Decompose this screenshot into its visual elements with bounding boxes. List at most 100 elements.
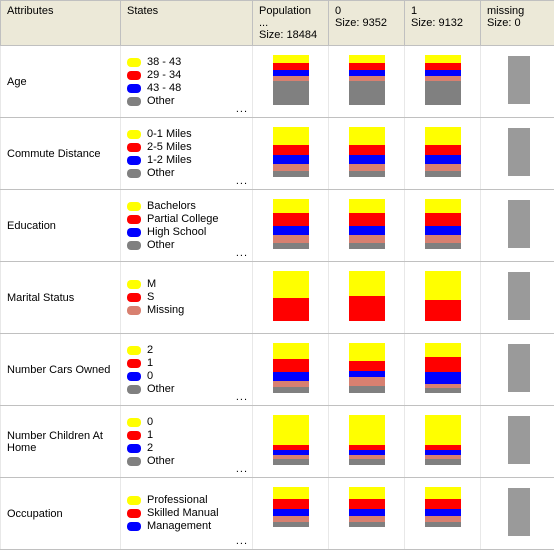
stacked-bar xyxy=(349,199,385,249)
distribution-cell[interactable] xyxy=(405,118,481,190)
header-missing[interactable]: missing Size: 0 xyxy=(481,1,554,46)
attribute-cell[interactable]: Number Cars Owned xyxy=(1,334,121,406)
attribute-cell[interactable]: Occupation xyxy=(1,478,121,550)
bar-segment xyxy=(273,235,309,243)
legend-label: Other xyxy=(147,95,175,108)
bar-segment xyxy=(273,415,309,445)
bar-segment xyxy=(273,271,309,298)
distribution-cell[interactable] xyxy=(329,118,405,190)
missing-cell[interactable] xyxy=(481,190,554,262)
legend-swatch-icon xyxy=(127,346,141,355)
distribution-cell[interactable] xyxy=(329,406,405,478)
stacked-bar xyxy=(425,55,461,105)
legend-label: 43 - 48 xyxy=(147,82,181,95)
bar-segment xyxy=(349,487,385,499)
distribution-cell[interactable] xyxy=(329,46,405,118)
stacked-bar xyxy=(273,343,309,393)
attribute-cell[interactable]: Number Children At Home xyxy=(1,406,121,478)
legend-swatch-icon xyxy=(127,496,141,505)
missing-cell[interactable] xyxy=(481,406,554,478)
legend-item: 2-5 Miles xyxy=(127,141,246,154)
distribution-cell[interactable] xyxy=(253,118,329,190)
bar-segment xyxy=(273,372,309,381)
distribution-cell[interactable] xyxy=(405,46,481,118)
states-cell[interactable]: 012Other... xyxy=(121,406,253,478)
missing-cell[interactable] xyxy=(481,118,554,190)
table-row: OccupationProfessionalSkilled ManualMana… xyxy=(1,478,554,550)
header-cluster-1[interactable]: 1 Size: 9132 xyxy=(405,1,481,46)
distribution-cell[interactable] xyxy=(253,262,329,334)
states-cell[interactable]: 0-1 Miles2-5 Miles1-2 MilesOther... xyxy=(121,118,253,190)
distribution-cell[interactable] xyxy=(253,478,329,550)
legend-swatch-icon xyxy=(127,97,141,106)
legend-item: High School xyxy=(127,226,246,239)
header-states[interactable]: States xyxy=(121,1,253,46)
states-cell[interactable]: MSMissing xyxy=(121,262,253,334)
bar-segment xyxy=(349,213,385,226)
distribution-cell[interactable] xyxy=(253,190,329,262)
ellipsis-icon[interactable]: ... xyxy=(236,535,248,547)
stacked-bar xyxy=(273,127,309,177)
states-cell[interactable]: 210Other... xyxy=(121,334,253,406)
attribute-cell[interactable]: Marital Status xyxy=(1,262,121,334)
ellipsis-icon[interactable]: ... xyxy=(236,103,248,115)
ellipsis-icon[interactable]: ... xyxy=(236,391,248,403)
ellipsis-icon[interactable]: ... xyxy=(236,463,248,475)
bar-segment xyxy=(273,199,309,213)
missing-cell[interactable] xyxy=(481,262,554,334)
bar-segment xyxy=(425,300,461,321)
ellipsis-icon[interactable]: ... xyxy=(236,175,248,187)
distribution-cell[interactable] xyxy=(405,190,481,262)
legend-label: Other xyxy=(147,167,175,180)
distribution-cell[interactable] xyxy=(405,406,481,478)
stacked-bar xyxy=(273,415,309,465)
distribution-cell[interactable] xyxy=(253,46,329,118)
table-row: EducationBachelorsPartial CollegeHigh Sc… xyxy=(1,190,554,262)
bar-segment xyxy=(273,522,309,527)
bar-segment xyxy=(425,343,461,357)
stacked-bar xyxy=(349,55,385,105)
attribute-cell[interactable]: Education xyxy=(1,190,121,262)
distribution-cell[interactable] xyxy=(329,478,405,550)
header-cluster-0[interactable]: 0 Size: 9352 xyxy=(329,1,405,46)
distribution-cell[interactable] xyxy=(405,334,481,406)
header-line2: Size: 18484 xyxy=(259,29,322,41)
legend-swatch-icon xyxy=(127,293,141,302)
bar-segment xyxy=(349,377,385,386)
legend-label: Professional xyxy=(147,494,208,507)
attribute-cell[interactable]: Age xyxy=(1,46,121,118)
legend-label: 29 - 34 xyxy=(147,69,181,82)
distribution-cell[interactable] xyxy=(329,334,405,406)
distribution-cell[interactable] xyxy=(253,406,329,478)
legend-swatch-icon xyxy=(127,457,141,466)
bar-segment xyxy=(425,522,461,527)
legend-item: Partial College xyxy=(127,213,246,226)
distribution-cell[interactable] xyxy=(329,262,405,334)
attribute-cell[interactable]: Commute Distance xyxy=(1,118,121,190)
stacked-bar xyxy=(425,415,461,465)
missing-cell[interactable] xyxy=(481,478,554,550)
table-row: Number Children At Home012Other... xyxy=(1,406,554,478)
legend-label: Management xyxy=(147,520,211,533)
legend-label: 2-5 Miles xyxy=(147,141,192,154)
states-cell[interactable]: BachelorsPartial CollegeHigh SchoolOther… xyxy=(121,190,253,262)
bar-segment xyxy=(349,361,385,371)
bar-segment xyxy=(273,171,309,177)
distribution-cell[interactable] xyxy=(329,190,405,262)
missing-cell[interactable] xyxy=(481,334,554,406)
bar-segment xyxy=(349,415,385,445)
missing-cell[interactable] xyxy=(481,46,554,118)
ellipsis-icon[interactable]: ... xyxy=(236,247,248,259)
states-cell[interactable]: 38 - 4329 - 3443 - 48Other... xyxy=(121,46,253,118)
stacked-bar xyxy=(425,487,461,537)
states-cell[interactable]: ProfessionalSkilled ManualManagement... xyxy=(121,478,253,550)
header-population[interactable]: Population ... Size: 18484 xyxy=(253,1,329,46)
distribution-cell[interactable] xyxy=(405,262,481,334)
bar-segment xyxy=(425,127,461,145)
header-attributes[interactable]: Attributes xyxy=(1,1,121,46)
distribution-cell[interactable] xyxy=(405,478,481,550)
bar-segment xyxy=(349,459,385,465)
distribution-cell[interactable] xyxy=(253,334,329,406)
bar-segment xyxy=(273,226,309,235)
bar-segment xyxy=(273,155,309,164)
